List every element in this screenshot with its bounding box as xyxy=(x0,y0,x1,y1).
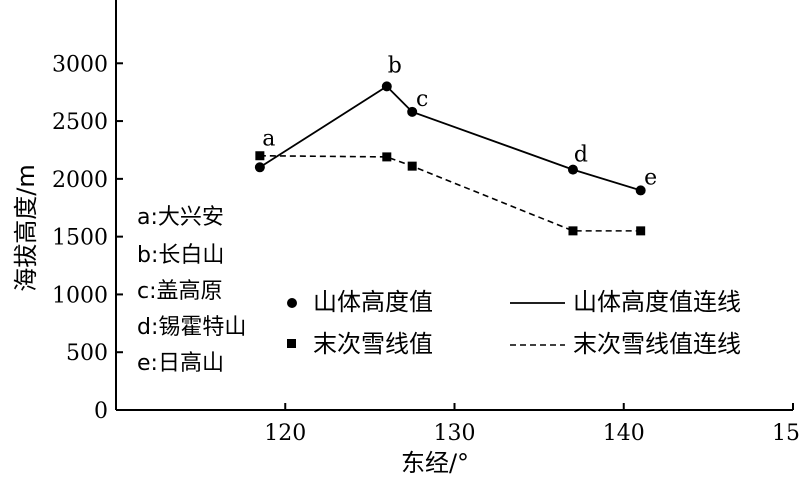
legend-label-snowline: 末次雪线值 xyxy=(313,330,433,358)
key-item-d: d:锡霍特山 xyxy=(137,315,246,340)
y-tick-label: 1000 xyxy=(52,283,108,308)
snowline-point-c xyxy=(407,161,417,171)
point-labels: a bc d e xyxy=(262,53,657,190)
height-point-b xyxy=(381,81,392,92)
x-tick-label: 130 xyxy=(434,421,476,446)
point-label-e: e xyxy=(644,165,657,190)
height-point-d xyxy=(567,164,578,175)
x-tick-label: 120 xyxy=(264,421,306,446)
key-list: a:大兴安 b:长白山 c:盖高原 d:锡霍特山 e:日高山 xyxy=(137,205,246,376)
legend-label-height: 山体高度值 xyxy=(313,288,433,316)
snowline-point-b xyxy=(382,152,392,162)
y-ticks: 0 500 1000 1500 2000 2500 3000 xyxy=(52,52,123,424)
y-tick-label: 2500 xyxy=(52,110,108,135)
x-axis-title: 东经/° xyxy=(401,449,469,477)
key-item-b: b:长白山 xyxy=(137,243,224,268)
x-tick-label: 140 xyxy=(603,421,645,446)
x-ticks: 120 130 140 150 xyxy=(264,403,800,446)
y-tick-label: 500 xyxy=(66,341,108,366)
legend-square-marker xyxy=(287,339,296,348)
height-point-e xyxy=(635,185,646,196)
series-markers xyxy=(254,81,646,236)
height-point-a xyxy=(254,162,265,173)
y-tick-label: 0 xyxy=(94,399,108,424)
key-item-c: c:盖高原 xyxy=(137,279,223,304)
point-label-a: a xyxy=(262,127,275,152)
point-label-b: b xyxy=(388,53,402,78)
x-tick-label: 150 xyxy=(772,421,800,446)
legend: 山体高度值 末次雪线值 山体高度值连线 末次雪线值连线 xyxy=(287,288,741,358)
snowline-point-e xyxy=(636,226,646,236)
y-tick-label: 1500 xyxy=(52,226,108,251)
point-label-d: d xyxy=(574,143,588,168)
legend-label-height-line: 山体高度值连线 xyxy=(573,288,741,316)
snowline-point-d xyxy=(568,226,578,236)
legend-label-snowline-line: 末次雪线值连线 xyxy=(573,330,741,358)
snowline-point-a xyxy=(255,151,265,161)
key-item-e: e:日高山 xyxy=(137,351,224,376)
legend-circle-marker xyxy=(287,298,297,308)
height-point-c xyxy=(407,106,418,117)
y-axis-title: 海拔高度/m xyxy=(12,164,40,291)
y-tick-label: 2000 xyxy=(52,168,108,193)
point-label-c: c xyxy=(416,87,428,112)
y-tick-label: 3000 xyxy=(52,52,108,77)
key-item-a: a:大兴安 xyxy=(137,205,224,230)
height-series-line xyxy=(259,85,641,192)
